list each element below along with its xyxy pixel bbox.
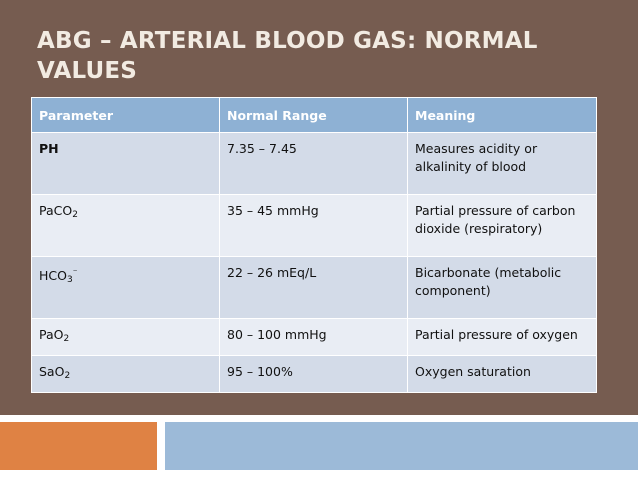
table-row-pao2: PaO2 80 – 100 mmHg Partial pressure of o… [31,318,597,356]
footer-blue-bar [165,422,638,470]
cell-parameter-pao2: PaO2 [31,318,220,356]
cell-range-hco3: 22 – 26 mEq/L [219,256,408,319]
cell-meaning-hco3: Bicarbonate (metabolic component) [407,256,597,319]
cell-parameter-sao2: SaO2 [31,355,220,393]
header-normal-range: Normal Range [219,97,408,133]
cell-meaning-ph: Measures acidity or alkalinity of blood [407,132,597,195]
slide-title: ABG – ARTERIAL BLOOD GAS: NORMAL VALUES [37,28,538,84]
param-superscript: ⁻ [72,268,78,278]
cell-range-ph: 7.35 – 7.45 [219,132,408,195]
header-meaning: Meaning [407,97,597,133]
cell-parameter-paco2: PaCO2 [31,194,220,257]
param-subscript: 2 [72,210,78,220]
param-subscript: 2 [64,371,71,381]
param-name: HCO [39,268,67,283]
param-subscript: 2 [63,334,70,344]
table-row-sao2: SaO2 95 – 100% Oxygen saturation [31,355,597,393]
header-parameter: Parameter [31,97,220,133]
cell-meaning-sao2: Oxygen saturation [407,355,597,393]
param-name: SaO [39,364,65,379]
cell-range-paco2: 35 – 45 mmHg [219,194,408,257]
param-subscript: 3 [66,275,73,285]
abg-values-table: Parameter Normal Range Meaning PH 7.35 –… [31,97,597,393]
cell-range-sao2: 95 – 100% [219,355,408,393]
param-name: PaCO [39,203,73,218]
cell-parameter-hco3: HCO3⁻ [31,256,220,319]
table-row-paco2: PaCO2 35 – 45 mmHg Partial pressure of c… [31,194,597,257]
cell-meaning-paco2: Partial pressure of carbon dioxide (resp… [407,194,597,257]
cell-meaning-pao2: Partial pressure of oxygen [407,318,597,356]
table-row-ph: PH 7.35 – 7.45 Measures acidity or alkal… [31,132,597,195]
footer-orange-bar [0,422,157,470]
param-name: PaO [39,327,64,342]
cell-parameter-ph: PH [31,132,220,195]
table-header-row: Parameter Normal Range Meaning [31,97,597,133]
table-row-hco3: HCO3⁻ 22 – 26 mEq/L Bicarbonate (metabol… [31,256,597,319]
cell-range-pao2: 80 – 100 mmHg [219,318,408,356]
